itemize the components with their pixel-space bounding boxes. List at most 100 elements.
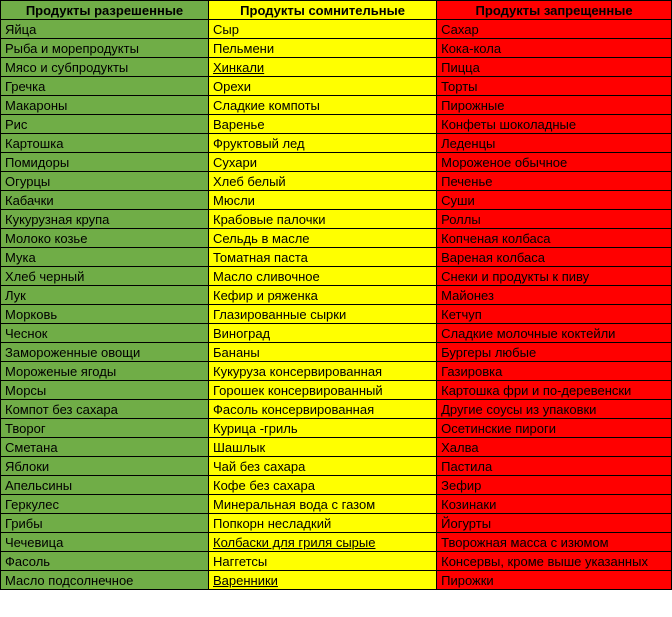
cell-allowed: Масло подсолнечное [1, 571, 209, 590]
table-row: ЯйцаСырСахар [1, 20, 672, 39]
table-row: ТворогКурица -грильОсетинские пироги [1, 419, 672, 438]
cell-allowed: Компот без сахара [1, 400, 209, 419]
cell-doubtful: Варенники [209, 571, 437, 590]
cell-forbidden: Бургеры любые [437, 343, 672, 362]
cell-doubtful: Курица -гриль [209, 419, 437, 438]
cell-doubtful: Колбаски для гриля сырые [209, 533, 437, 552]
table-row: Компот без сахараФасоль консервированная… [1, 400, 672, 419]
cell-forbidden: Пирожки [437, 571, 672, 590]
cell-forbidden: Сладкие молочные коктейли [437, 324, 672, 343]
table-row: ЧеснокВиноградСладкие молочные коктейли [1, 324, 672, 343]
cell-forbidden: Суши [437, 191, 672, 210]
table-row: ЯблокиЧай без сахараПастила [1, 457, 672, 476]
table-row: ГеркулесМинеральная вода с газомКозинаки [1, 495, 672, 514]
cell-allowed: Кабачки [1, 191, 209, 210]
cell-allowed: Мясо и субпродукты [1, 58, 209, 77]
cell-forbidden: Другие соусы из упаковки [437, 400, 672, 419]
cell-allowed: Рис [1, 115, 209, 134]
table-row: ГречкаОрехиТорты [1, 77, 672, 96]
table-row: ЛукКефир и ряженкаМайонез [1, 286, 672, 305]
cell-doubtful: Хлеб белый [209, 172, 437, 191]
cell-doubtful: Варенье [209, 115, 437, 134]
cell-forbidden: Картошка фри и по-деревенски [437, 381, 672, 400]
cell-doubtful: Пельмени [209, 39, 437, 58]
cell-allowed: Морсы [1, 381, 209, 400]
cell-allowed: Огурцы [1, 172, 209, 191]
cell-forbidden: Сахар [437, 20, 672, 39]
table-row: Масло подсолнечноеВаренникиПирожки [1, 571, 672, 590]
table-row: Мясо и субпродуктыХинкалиПицца [1, 58, 672, 77]
cell-doubtful: Томатная паста [209, 248, 437, 267]
cell-forbidden: Пирожные [437, 96, 672, 115]
table-row: ЧечевицаКолбаски для гриля сырыеТворожна… [1, 533, 672, 552]
cell-forbidden: Творожная масса с изюмом [437, 533, 672, 552]
cell-doubtful: Попкорн несладкий [209, 514, 437, 533]
table-row: ОгурцыХлеб белыйПеченье [1, 172, 672, 191]
cell-doubtful: Сыр [209, 20, 437, 39]
cell-doubtful: Кофе без сахара [209, 476, 437, 495]
header-doubtful: Продукты сомнительные [209, 1, 437, 20]
cell-forbidden: Пицца [437, 58, 672, 77]
cell-forbidden: Леденцы [437, 134, 672, 153]
cell-doubtful: Орехи [209, 77, 437, 96]
cell-doubtful: Кукуруза консервированная [209, 362, 437, 381]
table-row: АпельсиныКофе без сахараЗефир [1, 476, 672, 495]
table-row: Кукурузная крупаКрабовые палочкиРоллы [1, 210, 672, 229]
table-row: Замороженные овощиБананыБургеры любые [1, 343, 672, 362]
table-row: РисВареньеКонфеты шоколадные [1, 115, 672, 134]
cell-allowed: Мороженые ягоды [1, 362, 209, 381]
cell-forbidden: Копченая колбаса [437, 229, 672, 248]
cell-doubtful: Сухари [209, 153, 437, 172]
header-allowed: Продукты разрешенные [1, 1, 209, 20]
cell-allowed: Чечевица [1, 533, 209, 552]
table-row: Хлеб черныйМасло сливочноеСнеки и продук… [1, 267, 672, 286]
cell-forbidden: Кока-кола [437, 39, 672, 58]
table-row: МорковьГлазированные сыркиКетчуп [1, 305, 672, 324]
cell-allowed: Сметана [1, 438, 209, 457]
cell-forbidden: Майонез [437, 286, 672, 305]
table-row: ПомидорыСухариМороженое обычное [1, 153, 672, 172]
cell-forbidden: Йогурты [437, 514, 672, 533]
table-row: МукаТоматная пастаВареная колбаса [1, 248, 672, 267]
cell-allowed: Яблоки [1, 457, 209, 476]
cell-allowed: Морковь [1, 305, 209, 324]
cell-doubtful: Фруктовый лед [209, 134, 437, 153]
cell-forbidden: Роллы [437, 210, 672, 229]
cell-doubtful: Масло сливочное [209, 267, 437, 286]
cell-forbidden: Мороженое обычное [437, 153, 672, 172]
cell-allowed: Картошка [1, 134, 209, 153]
table-row: МорсыГорошек консервированныйКартошка фр… [1, 381, 672, 400]
cell-doubtful: Хинкали [209, 58, 437, 77]
cell-forbidden: Пастила [437, 457, 672, 476]
cell-doubtful: Сладкие компоты [209, 96, 437, 115]
cell-forbidden: Осетинские пироги [437, 419, 672, 438]
cell-forbidden: Козинаки [437, 495, 672, 514]
cell-forbidden: Конфеты шоколадные [437, 115, 672, 134]
table-row: Молоко козьеСельдь в маслеКопченая колба… [1, 229, 672, 248]
cell-forbidden: Консервы, кроме выше указанных [437, 552, 672, 571]
cell-doubtful: Чай без сахара [209, 457, 437, 476]
food-permission-table: Продукты разрешенные Продукты сомнительн… [0, 0, 672, 590]
cell-forbidden: Зефир [437, 476, 672, 495]
cell-forbidden: Кетчуп [437, 305, 672, 324]
cell-allowed: Апельсины [1, 476, 209, 495]
cell-doubtful: Минеральная вода с газом [209, 495, 437, 514]
table-row: КартошкаФруктовый ледЛеденцы [1, 134, 672, 153]
cell-allowed: Чеснок [1, 324, 209, 343]
cell-forbidden: Газировка [437, 362, 672, 381]
cell-allowed: Фасоль [1, 552, 209, 571]
cell-doubtful: Шашлык [209, 438, 437, 457]
cell-forbidden: Торты [437, 77, 672, 96]
cell-doubtful: Глазированные сырки [209, 305, 437, 324]
cell-allowed: Макароны [1, 96, 209, 115]
table-row: ФасольНаггетсыКонсервы, кроме выше указа… [1, 552, 672, 571]
table-row: КабачкиМюслиСуши [1, 191, 672, 210]
cell-allowed: Геркулес [1, 495, 209, 514]
cell-forbidden: Снеки и продукты к пиву [437, 267, 672, 286]
cell-forbidden: Печенье [437, 172, 672, 191]
cell-allowed: Молоко козье [1, 229, 209, 248]
cell-doubtful: Кефир и ряженка [209, 286, 437, 305]
cell-allowed: Помидоры [1, 153, 209, 172]
cell-doubtful: Сельдь в масле [209, 229, 437, 248]
cell-allowed: Творог [1, 419, 209, 438]
